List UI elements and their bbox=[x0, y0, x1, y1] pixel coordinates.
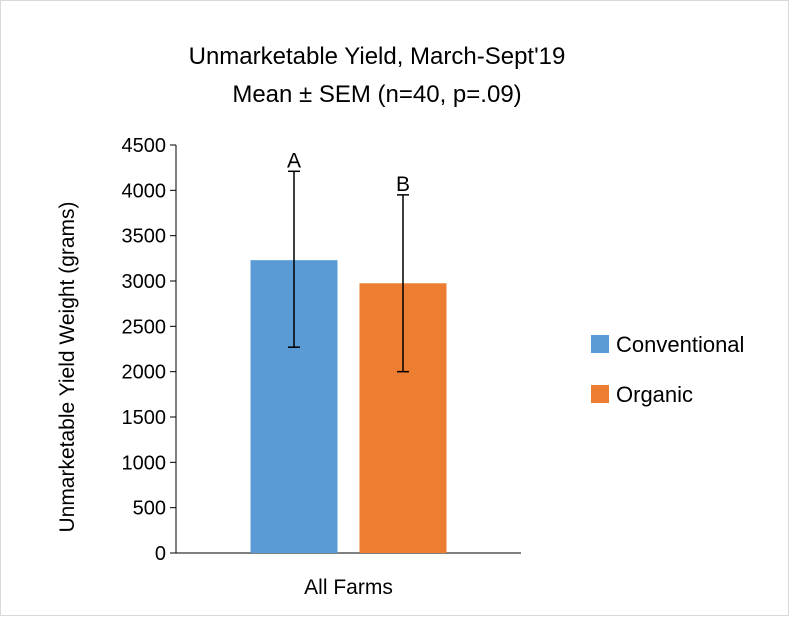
legend-swatch bbox=[591, 335, 609, 353]
y-tick-label: 4500 bbox=[122, 135, 167, 157]
bars-group: AB bbox=[250, 149, 447, 553]
x-tick-label: All Farms bbox=[304, 576, 393, 599]
chart-title: Unmarketable Yield, March-Sept'19 bbox=[189, 43, 566, 70]
significance-label: B bbox=[396, 173, 410, 196]
legend: Conventional Organic bbox=[591, 332, 744, 407]
y-tick-label: 2500 bbox=[122, 316, 167, 338]
y-axis: 0 500 1000 1500 2000 2500 3000 3500 4000 4500 bbox=[122, 135, 177, 565]
y-tick-label: 3000 bbox=[122, 271, 167, 293]
y-tick-label: 4000 bbox=[122, 180, 167, 202]
chart-subtitle: Mean ± SEM (n=40, p=.09) bbox=[232, 81, 521, 108]
legend-label: Organic bbox=[616, 382, 693, 407]
y-tick-label: 3500 bbox=[122, 226, 167, 248]
y-tick-label: 1000 bbox=[122, 452, 167, 474]
legend-label: Conventional bbox=[616, 332, 744, 357]
y-tick-label: 0 bbox=[155, 543, 166, 565]
y-tick-label: 2000 bbox=[122, 362, 167, 384]
y-tick-label: 500 bbox=[133, 498, 166, 520]
x-axis: All Farms bbox=[176, 552, 521, 599]
legend-swatch bbox=[591, 385, 609, 403]
y-axis-label: Unmarketable Yield Weight (grams) bbox=[56, 201, 79, 532]
significance-label: A bbox=[287, 149, 301, 172]
y-tick-label: 1500 bbox=[122, 407, 167, 429]
